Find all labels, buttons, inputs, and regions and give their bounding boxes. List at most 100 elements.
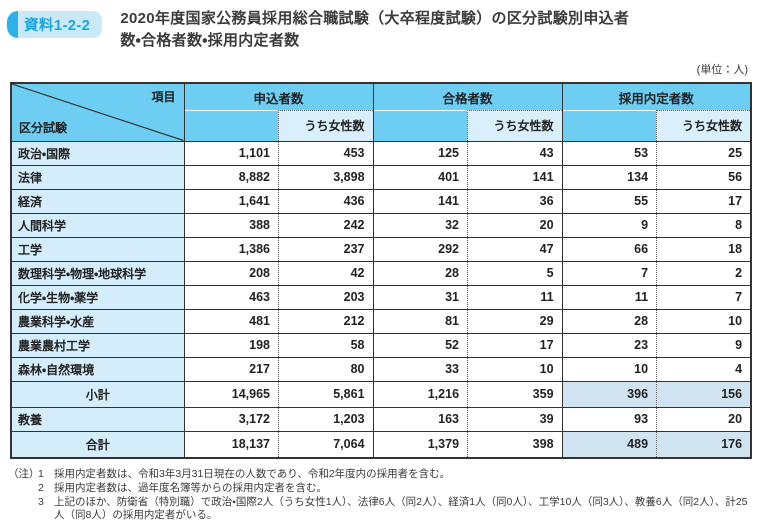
footnote-text: 上記のほか、防衛省（特別職）で政治・国際2人（うち女性1人）、法律6人（同2人）… xyxy=(54,495,748,521)
row-label: 教養 xyxy=(11,406,184,431)
cell-value: 1,641 xyxy=(183,188,279,213)
cell-value: 56 xyxy=(656,164,752,189)
statistics-table: 項目 区分試験 申込者数 合格者数 採用内定者数 うち女性数 うち女性数 うち女… xyxy=(10,82,753,459)
column-group-passers: 合格者数 xyxy=(372,83,563,111)
cell-value: 32 xyxy=(372,212,468,237)
cell-value: 25 xyxy=(656,140,752,165)
cell-value: 141 xyxy=(467,164,563,189)
table-row: 工学 1,386 237 292 47 66 18 xyxy=(11,236,752,261)
table-row: 政治・国際 1,101 453 125 43 53 25 xyxy=(11,140,752,165)
cell-value: 8,882 xyxy=(183,164,279,189)
cell-value: 17 xyxy=(467,332,563,357)
badge-label: 資料1-2-2 xyxy=(24,18,91,34)
cell-value: 125 xyxy=(372,140,468,165)
doc-ref-badge: 資料1-2-2 xyxy=(7,11,103,38)
cell-value: 5 xyxy=(467,260,563,285)
cell-value: 481 xyxy=(183,308,279,333)
cell-value: 9 xyxy=(656,332,752,357)
subheader-female-hired: うち女性数 xyxy=(656,110,752,141)
cell-value: 52 xyxy=(372,332,468,357)
cell-value: 58 xyxy=(278,332,374,357)
cell-value: 4 xyxy=(656,356,752,381)
cell-value: 8 xyxy=(656,212,752,237)
footnote-number: 2 xyxy=(38,481,44,494)
table-row: 小計 14,965 5,861 1,216 359 396 156 xyxy=(11,380,752,407)
cell-value: 81 xyxy=(372,308,468,333)
cell-value: 217 xyxy=(183,356,279,381)
subheader-spacer xyxy=(561,110,657,141)
row-label: 農業科学・水産 xyxy=(11,308,184,333)
row-label: 工学 xyxy=(11,236,184,261)
cell-value: 23 xyxy=(561,332,657,357)
cell-value: 489 xyxy=(561,430,657,458)
cell-value: 1,216 xyxy=(372,380,468,407)
cell-value: 242 xyxy=(278,212,374,237)
cell-value: 292 xyxy=(372,236,468,261)
corner-label-category: 区分試験 xyxy=(19,120,68,135)
cell-value: 47 xyxy=(467,236,563,261)
cell-value: 1,203 xyxy=(278,406,374,431)
cell-value: 10 xyxy=(561,356,657,381)
cell-value: 163 xyxy=(372,406,468,431)
cell-value: 388 xyxy=(183,212,279,237)
row-label: 小計 xyxy=(11,380,184,407)
cell-value: 10 xyxy=(467,356,563,381)
table-row: 農業科学・水産 481 212 81 29 28 10 xyxy=(11,308,752,333)
cell-value: 453 xyxy=(278,140,374,165)
corner-label-item: 項目 xyxy=(151,90,176,104)
table-row: 教養 3,172 1,203 163 39 93 20 xyxy=(11,406,752,431)
footnote-3: 3 上記のほか、防衛省（特別職）で政治・国際2人（うち女性1人）、法律6人（同2… xyxy=(8,496,748,522)
cell-value: 3,172 xyxy=(183,406,279,431)
cell-value: 141 xyxy=(372,188,468,213)
cell-value: 33 xyxy=(372,356,468,381)
badge-cap-icon xyxy=(7,11,18,38)
cell-value: 39 xyxy=(467,406,563,431)
cell-value: 208 xyxy=(183,260,279,285)
column-group-applicants: 申込者数 xyxy=(183,83,374,111)
cell-value: 10 xyxy=(656,308,752,333)
row-label: 農業農村工学 xyxy=(11,332,184,357)
table-row: 森林・自然環境 217 80 33 10 10 4 xyxy=(11,356,752,381)
cell-value: 203 xyxy=(278,284,374,309)
table-row: 法律 8,882 3,898 401 141 134 56 xyxy=(11,164,752,189)
cell-value: 396 xyxy=(561,380,657,407)
cell-value: 18,137 xyxy=(183,430,279,458)
row-label: 合計 xyxy=(11,430,184,458)
column-group-hired: 採用内定者数 xyxy=(561,83,752,111)
cell-value: 237 xyxy=(278,236,374,261)
row-label: 人間科学 xyxy=(11,212,184,237)
cell-value: 20 xyxy=(656,406,752,431)
cell-value: 14,965 xyxy=(183,380,279,407)
cell-value: 93 xyxy=(561,406,657,431)
cell-value: 9 xyxy=(561,212,657,237)
table-row: 合計 18,137 7,064 1,379 398 489 176 xyxy=(11,430,752,458)
page-header: 資料1-2-2 2020年度国家公務員採用総合職試験（大卒程度試験）の区分試験別… xyxy=(0,0,760,52)
subheader-spacer xyxy=(183,110,279,141)
cell-value: 176 xyxy=(656,430,752,458)
cell-value: 134 xyxy=(561,164,657,189)
unit-label: (単位：人) xyxy=(696,64,748,76)
cell-value: 43 xyxy=(467,140,563,165)
subheader-spacer xyxy=(372,110,468,141)
footnote-number: 3 xyxy=(38,495,44,508)
cell-value: 3,898 xyxy=(278,164,374,189)
diagonal-divider xyxy=(12,84,184,141)
subheader-female-passers: うち女性数 xyxy=(467,110,563,141)
table-body: 政治・国際 1,101 453 125 43 53 25 法律 8,882 3,898 401 141… xyxy=(11,140,752,458)
table-row: 農業農村工学 198 58 52 17 23 9 xyxy=(11,332,752,357)
cell-value: 29 xyxy=(467,308,563,333)
cell-value: 1,386 xyxy=(183,236,279,261)
cell-value: 11 xyxy=(561,284,657,309)
cell-value: 2 xyxy=(656,260,752,285)
cell-value: 42 xyxy=(278,260,374,285)
row-label: 森林・自然環境 xyxy=(11,356,184,381)
table-row: 数理科学・物理・地球科学 208 42 28 5 7 2 xyxy=(11,260,752,285)
footnote-text: 採用内定者数は、令和3年3月31日現在の人数であり、令和2年度内の採用者を含む。 xyxy=(54,467,451,480)
footnote-1: （注） 1 採用内定者数は、令和3年3月31日現在の人数であり、令和2年度内の採… xyxy=(8,468,748,481)
cell-value: 436 xyxy=(278,188,374,213)
cell-value: 28 xyxy=(561,308,657,333)
cell-value: 55 xyxy=(561,188,657,213)
cell-value: 18 xyxy=(656,236,752,261)
cell-value: 401 xyxy=(372,164,468,189)
cell-value: 17 xyxy=(656,188,752,213)
